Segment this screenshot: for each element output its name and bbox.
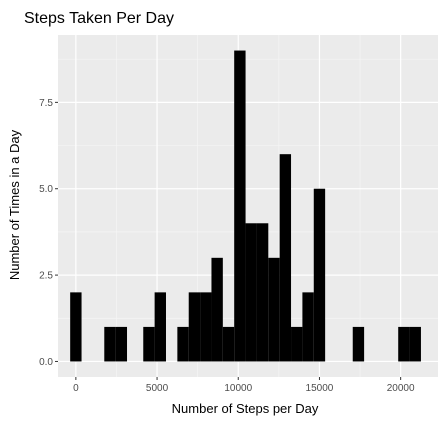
histogram-bar [245,223,257,362]
histogram-bar [291,326,303,362]
histogram-bar [409,326,421,362]
histogram-bar [256,223,269,362]
histogram-bar [398,326,410,362]
histogram-bar [177,326,189,362]
x-axis-title: Number of Steps per Day [172,401,319,416]
histogram-bar [234,50,246,362]
y-tick-label: 0.0 [39,357,53,368]
histogram-bar [104,326,116,362]
x-tick-label: 10000 [224,383,252,394]
histogram-bar [352,326,365,362]
y-tick-label: 5.0 [39,184,53,195]
x-tick-label: 20000 [387,383,415,394]
histogram-bar [313,188,326,362]
histogram-bar [154,292,166,362]
x-tick-label: 15000 [306,383,334,394]
x-tick-label: 5000 [146,383,169,394]
histogram-bar [279,154,292,362]
histogram-bar [115,326,128,362]
histogram-bar [143,326,155,362]
histogram-bar [188,292,201,362]
y-tick-label: 2.5 [39,271,53,282]
histogram-bars [70,50,421,362]
y-axis-title: Number of Times in a Day [7,129,22,280]
histogram-bar [302,292,314,362]
chart-title: Steps Taken Per Day [24,10,174,27]
histogram-bar [222,326,235,362]
histogram-bar [200,292,212,362]
histogram-bar [70,292,82,362]
x-tick-label: 0 [73,383,79,394]
x-axis: 0 5000 10000 15000 20000 [73,377,415,394]
histogram-bar [211,257,223,362]
y-axis: 0.0 2.5 5.0 7.5 [39,98,58,368]
y-tick-label: 7.5 [39,98,53,109]
histogram-bar [268,257,280,362]
